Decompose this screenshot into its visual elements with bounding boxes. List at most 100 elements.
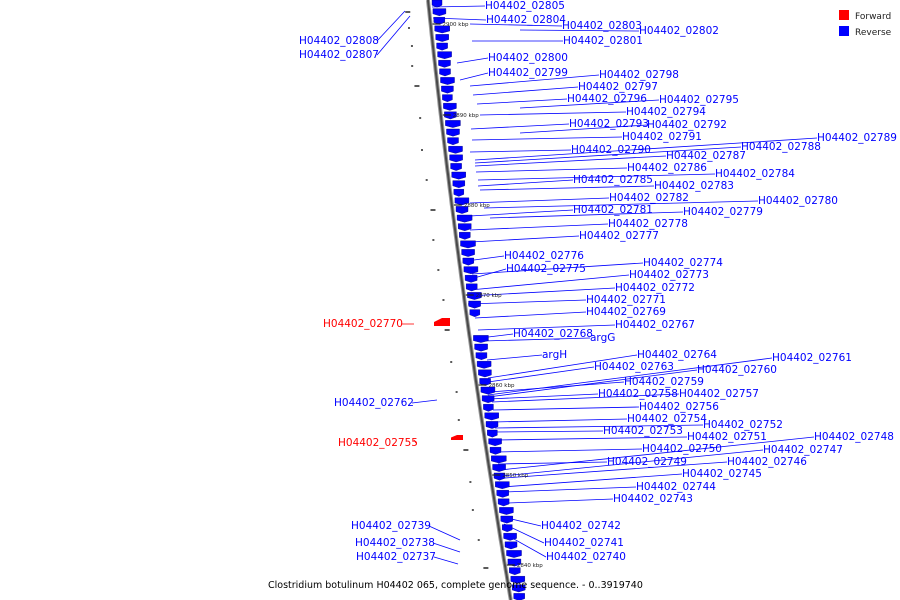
scale-tick-label: 2840 kbp	[517, 563, 543, 569]
gene-label: H04402_02763	[594, 361, 674, 373]
gene-label: H04402_02746	[727, 456, 807, 468]
gene-label: H04402_02754	[627, 413, 707, 425]
gene-features	[405, 0, 526, 600]
gene-label: H04402_02757	[679, 388, 759, 400]
leader-line	[469, 223, 609, 231]
gene-label: H04402_02751	[687, 431, 767, 443]
gene-feature-reverse	[442, 94, 453, 103]
gene-label: H04402_02737	[356, 551, 436, 563]
gene-label: H04402_02805	[485, 0, 565, 12]
leader-line	[487, 366, 595, 383]
gene-label: H04402_02784	[715, 168, 795, 180]
gene-label: H04402_02779	[683, 206, 763, 218]
leader-line	[487, 369, 698, 398]
leader-line	[470, 235, 580, 243]
leader-line	[471, 262, 644, 275]
gene-feature-reverse	[503, 533, 517, 541]
gene-feature-reverse	[510, 576, 525, 584]
gene-label: H04402_02762	[334, 397, 414, 409]
leader-line	[467, 287, 616, 297]
leader-line	[494, 430, 604, 433]
gene-label: H04402_02798	[599, 69, 679, 81]
gene-feature-reverse	[443, 103, 457, 111]
gene-label: H04402_02752	[703, 419, 783, 431]
leader-line	[459, 72, 489, 81]
gene-label: H04402_02786	[627, 162, 707, 174]
gene-feature-reverse	[509, 567, 521, 576]
gene-label: H04402_02776	[504, 250, 584, 262]
leader-line	[519, 29, 640, 32]
gene-label: H04402_02804	[486, 14, 566, 26]
leader-line	[471, 136, 623, 141]
gene-feature-reverse	[480, 386, 496, 395]
gene-feature-reverse	[446, 128, 460, 137]
gene-label: H04402_02770	[323, 318, 403, 330]
leader-line	[476, 98, 568, 105]
gene-feature-forward	[434, 318, 450, 326]
legend-swatch-reverse	[839, 26, 849, 36]
gene-feature-reverse	[496, 490, 509, 498]
gene-feature-reverse	[499, 507, 514, 515]
gene-label: H04402_02774	[643, 257, 723, 269]
gene-feature-reverse	[466, 283, 478, 292]
gene-feature-reverse	[504, 541, 518, 550]
gene-label: H04402_02783	[654, 180, 734, 192]
gene-label: H04402_02761	[772, 352, 852, 364]
gene-label: H04402_02764	[637, 349, 717, 361]
gene-label: H04402_02768	[513, 328, 593, 340]
legend-swatch-forward	[839, 10, 849, 20]
gene-label: H04402_02767	[615, 319, 695, 331]
leader-line	[501, 473, 683, 488]
gene-feature-reverse	[449, 154, 463, 163]
leader-line	[467, 299, 587, 305]
leader-line	[472, 86, 579, 96]
leader-line	[479, 185, 655, 191]
scale-tick-label: 2860 kbp	[489, 383, 515, 389]
gene-feature-reverse	[512, 584, 526, 593]
gene-label: argG	[590, 332, 615, 344]
gene-label: H04402_02775	[506, 263, 586, 275]
gene-feature-reverse	[439, 68, 451, 77]
leader-line	[488, 393, 599, 400]
gene-feature-reverse	[436, 42, 448, 51]
gene-label: H04402_02802	[639, 25, 719, 37]
gene-label: H04402_02769	[586, 306, 666, 318]
gene-label: H04402_02789	[817, 132, 897, 144]
gene-feature-reverse	[473, 335, 489, 343]
leader-line	[469, 209, 574, 217]
gene-label: H04402_02739	[351, 520, 431, 532]
legend: Forward Reverse	[839, 10, 892, 38]
gene-feature-reverse	[475, 352, 488, 361]
gene-feature-reverse	[459, 232, 471, 240]
gene-feature-reverse	[454, 197, 470, 206]
gene-label: H04402_02782	[609, 192, 689, 204]
gene-feature-reverse	[485, 421, 499, 429]
gene-feature-reverse	[458, 223, 472, 232]
gene-feature-reverse	[488, 438, 502, 447]
gene-label: argH	[542, 349, 567, 361]
gene-label: H04402_02745	[682, 468, 762, 480]
gene-feature-reverse	[481, 395, 495, 404]
gene-feature-reverse	[474, 343, 488, 352]
leader-line	[456, 57, 489, 64]
gene-feature-reverse	[478, 369, 492, 378]
scale-ticks: 2900 kbp 2890 kbp 2880 kbp 2870 kbp 2860 kbp…	[432, 22, 543, 569]
leader-line	[504, 461, 728, 479]
gene-feature-reverse	[434, 25, 450, 34]
gene-label: H04402_02787	[666, 150, 746, 162]
scale-tick-label: 2870 kbp	[476, 293, 502, 299]
leader-line	[491, 393, 680, 403]
gene-feature-reverse	[495, 481, 510, 490]
gene-label: H04402_02744	[636, 481, 716, 493]
gene-feature-reverse	[438, 60, 451, 68]
gene-label: H04402_02772	[615, 282, 695, 294]
leader-line	[474, 311, 587, 319]
gene-feature-reverse	[502, 524, 513, 533]
gene-label: H04402_02800	[488, 52, 568, 64]
gene-feature-reverse	[448, 146, 463, 154]
leader-line	[428, 525, 461, 541]
gene-feature-reverse	[450, 163, 462, 171]
gene-feature-reverse	[469, 309, 480, 318]
leader-line	[483, 200, 759, 209]
gene-label: H04402_02785	[573, 174, 653, 186]
